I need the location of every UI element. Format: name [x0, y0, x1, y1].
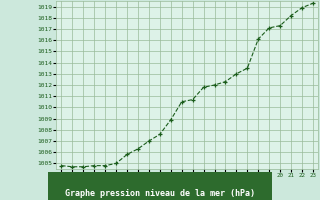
Text: Graphe pression niveau de la mer (hPa): Graphe pression niveau de la mer (hPa) [65, 189, 255, 198]
